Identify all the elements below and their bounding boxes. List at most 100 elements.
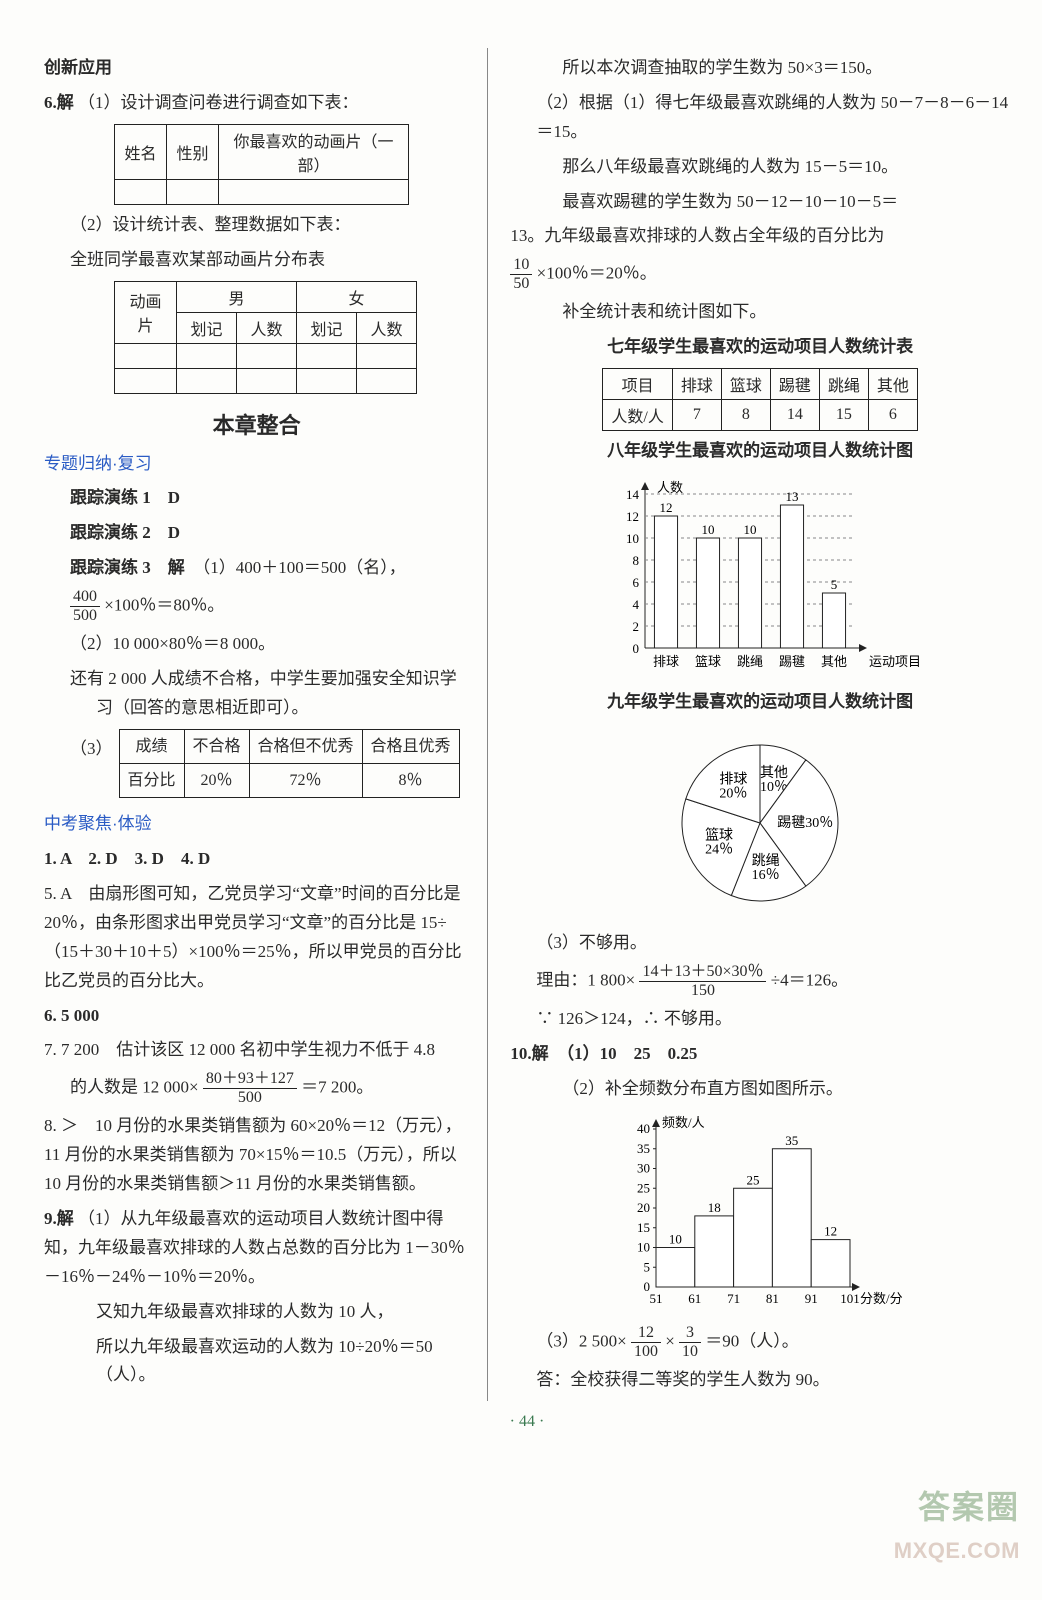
gz3-2: （2）10 000×80％＝8 000。 xyxy=(44,630,469,659)
section-zxgn: 专题归纳·复习 xyxy=(44,450,469,479)
svg-text:101: 101 xyxy=(840,1291,860,1306)
svg-text:频数/人: 频数/人 xyxy=(662,1115,705,1130)
svg-text:35: 35 xyxy=(785,1133,798,1148)
q6-1: （1）设计调查问卷进行调查如下表： xyxy=(78,93,359,112)
svg-text:2: 2 xyxy=(633,619,640,634)
svg-text:81: 81 xyxy=(766,1291,779,1306)
svg-text:跳绳: 跳绳 xyxy=(737,654,763,669)
t7r2: 8 xyxy=(721,400,770,431)
gz2: 跟踪演练 2 D xyxy=(44,519,469,548)
svg-text:10: 10 xyxy=(669,1232,682,1247)
t7r1: 7 xyxy=(672,400,721,431)
t62-h4: 人数 xyxy=(357,312,417,343)
q6-2a: （2）设计统计表、整理数据如下表： xyxy=(44,211,469,240)
svg-text:10: 10 xyxy=(744,522,757,537)
svg-text:排球: 排球 xyxy=(653,654,679,669)
svg-text:篮球: 篮球 xyxy=(705,827,733,843)
chapter-title: 本章整合 xyxy=(44,408,469,440)
t61-c2: 你最喜欢的动画片（一部） xyxy=(219,124,409,179)
pie-chart-grade9: 其他10％踢毽30％跳绳16％篮球24％排球20％ xyxy=(640,723,880,923)
q8: 8. ＞ 10 月份的水果类销售额为 60×20％＝12（万元），11 月份的水… xyxy=(44,1112,469,1199)
svg-text:5: 5 xyxy=(644,1260,651,1275)
svg-text:12: 12 xyxy=(626,509,639,524)
q6-2b: 全班同学最喜欢某部动画片分布表 xyxy=(44,246,469,275)
t7h3: 踢毽 xyxy=(770,369,819,400)
bar8-title: 八年级学生最喜欢的运动项目人数统计图 xyxy=(510,437,1010,466)
svg-text:20: 20 xyxy=(637,1200,650,1215)
q9: 9.解 （1）从九年级最喜欢的运动项目人数统计图中得知，九年级最喜欢排球的人数占… xyxy=(44,1205,469,1292)
svg-text:排球: 排球 xyxy=(720,771,748,787)
svg-text:14: 14 xyxy=(626,487,640,502)
r8: ∵ 126＞124，∴ 不够用。 xyxy=(510,1005,1010,1034)
a1-4: 1. A 2. D 3. D 4. D xyxy=(44,845,469,874)
svg-text:30: 30 xyxy=(637,1161,650,1176)
svg-text:91: 91 xyxy=(805,1291,818,1306)
t7h0: 项目 xyxy=(603,369,672,400)
table-7: 项目 排球 篮球 踢毽 跳绳 其他 人数/人 7 8 14 15 6 xyxy=(602,368,918,431)
gz1: 跟踪演练 1 D xyxy=(44,484,469,513)
svg-text:运动项目: 运动项目 xyxy=(869,654,921,669)
q10-4: 答：全校获得二等奖的学生人数为 90。 xyxy=(510,1366,1010,1395)
q9-1b: 又知九年级最喜欢排球的人数为 10 人， xyxy=(44,1298,469,1327)
gz3: 跟踪演练 3 解 跟踪演练 3 解 （1）400＋100＝500（名），（1）4… xyxy=(44,554,469,583)
tgz-h3: 合格且优秀 xyxy=(362,729,459,763)
r2: （2）根据（1）得七年级最喜欢跳绳的人数为 50－7－8－6－14＝15。 xyxy=(510,89,1010,147)
r4-frac: 1050 ×100％＝20％。 xyxy=(510,257,1010,292)
r4b: 13。九年级最喜欢排球的人数占全年级的百分比为 xyxy=(510,222,1010,251)
svg-text:12: 12 xyxy=(660,500,673,515)
q6: 6.解 （1）设计调查问卷进行调查如下表： xyxy=(44,89,469,118)
gz3-3: 还有 2 000 人成绩不合格，中学生要加强安全知识学习（回答的意思相近即可）。 xyxy=(44,665,469,723)
t7r4: 15 xyxy=(819,400,868,431)
gz3-frac: 400500 ×100％＝80％。 xyxy=(44,589,469,624)
tgz-r2: 72％ xyxy=(249,763,362,797)
r5: 补全统计表和统计图如下。 xyxy=(510,298,1010,327)
tgz-h2: 合格但不优秀 xyxy=(249,729,362,763)
section-cxyy: 创新应用 xyxy=(44,54,469,83)
svg-text:6: 6 xyxy=(633,575,640,590)
svg-text:10: 10 xyxy=(702,522,715,537)
svg-text:0: 0 xyxy=(633,641,640,656)
histogram-q10: 5101520253035400频数/人10182535125161718191… xyxy=(610,1109,910,1319)
q10: 10.解 （1）10 25 0.25 xyxy=(510,1040,1010,1069)
tbl7-title: 七年级学生最喜欢的运动项目人数统计表 xyxy=(510,333,1010,362)
tgz-r0: 百分比 xyxy=(119,763,184,797)
q10-2: （2）补全频数分布直方图如图所示。 xyxy=(510,1075,1010,1104)
q6-label: 6.解 xyxy=(44,93,74,112)
gz3-tail: ×100％＝80％。 xyxy=(104,596,224,615)
q6b: 6. 5 000 xyxy=(44,1002,469,1031)
q7a: 7. 7 200 估计该区 12 000 名初中学生视力不低于 4.8 xyxy=(44,1036,469,1065)
t7r0: 人数/人 xyxy=(603,400,672,431)
table-6-2: 动画片 男 女 划记 人数 划记 人数 xyxy=(114,281,417,394)
t62-nv: 女 xyxy=(297,281,417,312)
watermark-1: 答案圈 xyxy=(918,1482,1020,1528)
svg-text:10: 10 xyxy=(637,1240,650,1255)
t61-c1: 性别 xyxy=(167,124,219,179)
svg-text:16％: 16％ xyxy=(752,868,780,883)
q9-1c: 所以九年级最喜欢运动的人数为 10÷20％＝50（人）。 xyxy=(44,1333,469,1391)
svg-text:20％: 20％ xyxy=(720,786,748,801)
t62-h2: 人数 xyxy=(237,312,297,343)
t62-nan: 男 xyxy=(177,281,297,312)
t62-dhp: 动画片 xyxy=(115,281,177,343)
section-zkjj: 中考聚焦·体验 xyxy=(44,810,469,839)
tgz-h0: 成绩 xyxy=(119,729,184,763)
tgz-r1: 20％ xyxy=(184,763,249,797)
svg-text:40: 40 xyxy=(637,1121,650,1136)
t62-h1: 划记 xyxy=(177,312,237,343)
svg-text:其他: 其他 xyxy=(760,765,788,781)
svg-text:踢毽30％: 踢毽30％ xyxy=(777,814,833,831)
svg-text:13: 13 xyxy=(786,489,799,504)
svg-text:踢毽: 踢毽 xyxy=(779,654,805,669)
q5: 5. A 由扇形图可知，乙党员学习“文章”时间的百分比是 20％，由条形图求出甲… xyxy=(44,880,469,996)
svg-text:分数/分: 分数/分 xyxy=(860,1291,903,1306)
svg-text:其他: 其他 xyxy=(821,654,847,669)
svg-text:15: 15 xyxy=(637,1220,650,1235)
r3: 那么八年级最喜欢跳绳的人数为 15－5＝10。 xyxy=(510,153,1010,182)
svg-text:35: 35 xyxy=(637,1141,650,1156)
svg-text:人数: 人数 xyxy=(657,480,683,495)
t7r5: 6 xyxy=(868,400,917,431)
t7h1: 排球 xyxy=(672,369,721,400)
q7b: 的人数是 12 000× 80＋93＋127500 ＝7 200。 xyxy=(44,1071,469,1106)
bar-chart-grade8: 24681012140人数12排球10篮球10跳绳13踢毽5其他运动项目 xyxy=(595,472,925,682)
t61-c0: 姓名 xyxy=(115,124,167,179)
